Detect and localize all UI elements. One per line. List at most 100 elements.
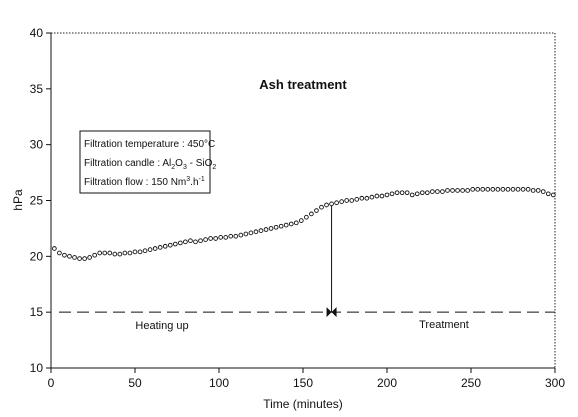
data-point xyxy=(92,252,98,258)
data-point xyxy=(72,255,77,260)
data-point xyxy=(122,250,128,256)
data-point xyxy=(324,202,329,208)
data-point xyxy=(424,190,430,196)
data-point xyxy=(213,236,218,241)
data-point xyxy=(152,246,158,251)
annotation-heating-up: Heating up xyxy=(135,320,188,332)
data-point xyxy=(460,188,465,193)
data-point xyxy=(480,186,486,192)
data-point xyxy=(263,227,269,232)
candle-sub-1: 2 xyxy=(171,164,175,171)
data-point xyxy=(278,223,284,229)
candle-mid-2: - SiO xyxy=(187,158,213,169)
data-point xyxy=(435,189,440,194)
data-point xyxy=(298,218,304,223)
data-point xyxy=(67,253,72,259)
x-tick-label: 250 xyxy=(461,376,481,390)
data-point xyxy=(112,251,118,257)
data-point xyxy=(198,238,203,244)
data-point xyxy=(440,189,445,194)
data-point xyxy=(505,186,511,192)
data-point xyxy=(334,200,339,206)
data-point xyxy=(62,252,67,258)
data-point xyxy=(550,192,556,198)
data-point xyxy=(243,231,249,237)
filtration-info-box: Filtration temperature : 450°C Filtratio… xyxy=(79,130,216,194)
data-point xyxy=(379,193,385,199)
phase-marker-bowtie xyxy=(326,307,337,318)
candle-mid-1: O xyxy=(175,158,183,169)
info-box-border xyxy=(79,130,211,194)
x-ticks: 0 50 100 150 200 250 300 xyxy=(48,368,565,390)
data-point xyxy=(399,190,405,196)
data-point xyxy=(233,233,239,239)
data-point xyxy=(530,188,536,193)
flow-prefix: Filtration flow : 150 Nm xyxy=(84,177,186,188)
data-point xyxy=(329,201,334,207)
data-point xyxy=(465,188,470,193)
x-tick-label: 200 xyxy=(377,376,397,390)
flow-mid: .h xyxy=(190,177,198,188)
chart-title: Ash treatment xyxy=(259,77,347,92)
data-point xyxy=(389,191,395,197)
data-point xyxy=(445,188,450,193)
data-point xyxy=(82,256,87,261)
data-points xyxy=(52,186,556,261)
data-point xyxy=(293,220,299,226)
data-point xyxy=(475,186,481,192)
data-point xyxy=(409,192,415,198)
data-point xyxy=(288,221,294,227)
data-point xyxy=(319,204,324,210)
y-tick-label: 15 xyxy=(30,305,44,319)
x-tick-label: 100 xyxy=(209,376,229,390)
data-point xyxy=(253,229,259,235)
data-point xyxy=(510,186,516,192)
x-tick-label: 300 xyxy=(545,376,565,390)
data-point xyxy=(273,224,279,230)
candle-sub-3: 2 xyxy=(212,164,216,171)
data-point xyxy=(404,190,410,196)
data-point xyxy=(490,186,496,192)
data-point xyxy=(344,198,350,203)
data-point xyxy=(183,239,188,245)
data-point xyxy=(419,190,425,196)
data-point xyxy=(228,233,234,239)
data-point xyxy=(500,186,506,192)
candle-sub-2: 3 xyxy=(183,164,187,171)
x-tick-label: 50 xyxy=(128,376,142,390)
x-tick-label: 0 xyxy=(48,376,55,390)
x-tick-label: 150 xyxy=(293,376,313,390)
data-point xyxy=(167,242,173,248)
data-point xyxy=(218,235,224,240)
data-point xyxy=(349,198,355,203)
y-tick-label: 25 xyxy=(30,194,44,208)
data-point xyxy=(430,189,435,194)
data-point xyxy=(283,222,289,228)
data-point xyxy=(268,226,274,231)
data-point xyxy=(102,250,108,256)
data-point xyxy=(354,197,360,202)
data-point xyxy=(137,249,143,255)
y-ticks: 10 15 20 25 30 35 40 xyxy=(30,26,51,375)
data-point xyxy=(193,239,198,245)
data-point xyxy=(132,249,138,255)
data-point xyxy=(97,250,103,256)
y-axis-title: hPa xyxy=(11,189,25,211)
data-point xyxy=(369,194,375,200)
data-point xyxy=(157,245,163,250)
data-point xyxy=(314,208,319,213)
data-point xyxy=(117,251,123,257)
data-point xyxy=(77,256,82,261)
data-point xyxy=(223,235,229,240)
data-point xyxy=(515,186,521,192)
y-tick-label: 20 xyxy=(30,249,44,263)
data-point xyxy=(147,247,153,252)
data-point xyxy=(162,243,168,249)
data-point xyxy=(208,236,213,241)
data-point xyxy=(495,186,501,192)
y-tick-label: 10 xyxy=(30,361,44,375)
info-line-flow: Filtration flow : 150 Nm3.h-1 xyxy=(84,176,205,188)
data-point xyxy=(545,191,551,197)
data-point xyxy=(238,232,244,238)
data-point xyxy=(304,214,309,220)
